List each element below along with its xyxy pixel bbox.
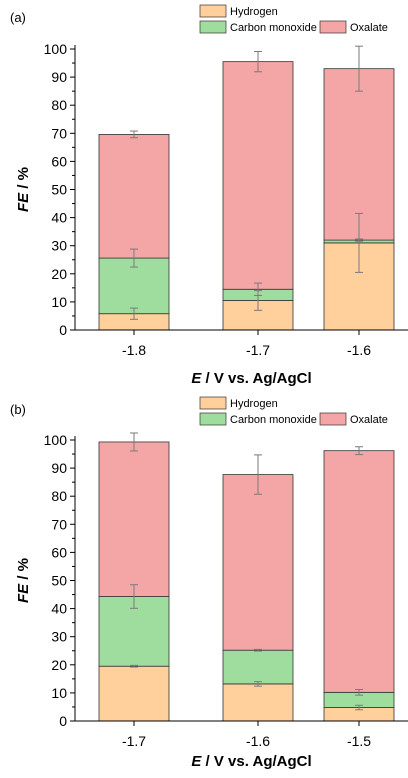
x-tick-label: -1.8 (122, 342, 146, 358)
bar-segment-hydrogen (98, 665, 170, 722)
y-tick-label: 40 (51, 601, 67, 617)
y-tick-label: 90 (51, 460, 67, 476)
y-tick-label: 60 (51, 153, 67, 169)
y-tick-label: 60 (51, 544, 67, 560)
y-tick-label: 90 (51, 69, 67, 85)
y-tick-label: 50 (51, 573, 67, 589)
y-tick-label: 20 (51, 266, 67, 282)
legend-swatch-oxalate (319, 20, 347, 34)
legend-label-oxalate: Oxalate (350, 414, 388, 426)
x-tick-label: -1.6 (246, 733, 270, 749)
legend-label-oxalate: Oxalate (350, 22, 388, 34)
legend-swatch-hydrogen (199, 4, 227, 18)
bar-segment-oxalate (98, 134, 170, 259)
bar-segment-hydrogen (222, 683, 294, 722)
x-axis-title-symbol: E (191, 753, 202, 770)
legend-swatch-hydrogen (199, 396, 227, 410)
y-tick-label: 10 (51, 294, 67, 310)
legend-label-carbon-monoxide: Carbon monoxide (230, 22, 317, 34)
legend-label-hydrogen: Hydrogen (230, 398, 278, 410)
bar-segment-oxalate (222, 61, 294, 290)
y-tick-label: 30 (51, 629, 67, 645)
y-axis-title-symbol: FE (15, 583, 32, 603)
y-tick-label: 30 (51, 238, 67, 254)
bar-segment-oxalate (222, 474, 294, 651)
y-tick-label: 70 (51, 516, 67, 532)
panel-label: (a) (10, 10, 26, 25)
legend-swatch-carbon-monoxide (199, 412, 227, 426)
x-tick-label: -1.5 (347, 733, 371, 749)
x-axis-title-unit: / V vs. Ag/AgCl (201, 370, 311, 387)
y-tick-label: 50 (51, 182, 67, 198)
chart-panel-b: (b) Hydrogen Carbon monoxide Oxalate -1.7 -1.… (10, 396, 408, 770)
y-tick-label: 10 (51, 685, 67, 701)
y-tick-label: 0 (59, 713, 67, 729)
bar-segment-oxalate (323, 68, 395, 241)
x-axis-title-unit: / V vs. Ag/AgCl (201, 753, 311, 770)
chart-panel-a: (a) Hydrogen Carbon monoxide Oxalate -1.8 -1.… (10, 4, 408, 387)
y-tick-label: 80 (51, 97, 67, 113)
legend-swatch-carbon-monoxide (199, 20, 227, 34)
legend-swatch-oxalate (319, 412, 347, 426)
y-axis-title: FE / % (15, 558, 32, 603)
y-tick-label: 100 (44, 432, 68, 448)
bar-segment-oxalate (323, 450, 395, 693)
y-tick-label: 100 (44, 41, 68, 57)
y-axis-title-unit: / % (15, 167, 32, 193)
y-axis-title-symbol: FE (15, 192, 32, 212)
y-tick-label: 70 (51, 125, 67, 141)
x-tick-label: -1.6 (347, 342, 371, 358)
bar-segment-carbon-monoxide (222, 649, 294, 685)
legend-label-carbon-monoxide: Carbon monoxide (230, 414, 317, 426)
y-tick-label: 80 (51, 488, 67, 504)
x-axis-title: E / V vs. Ag/AgCl (191, 370, 311, 387)
y-tick-label: 0 (59, 322, 67, 338)
y-tick-label: 40 (51, 210, 67, 226)
legend-label-hydrogen: Hydrogen (230, 6, 278, 18)
y-tick-label: 20 (51, 657, 67, 673)
x-axis-title-symbol: E (191, 370, 202, 387)
x-axis-title: E / V vs. Ag/AgCl (191, 753, 311, 770)
x-tick-label: -1.7 (122, 733, 146, 749)
bar-segment-oxalate (98, 441, 170, 597)
panel-label: (b) (10, 402, 26, 417)
y-axis-title: FE / % (15, 167, 32, 212)
y-axis-title-unit: / % (15, 558, 32, 584)
x-tick-label: -1.7 (246, 342, 270, 358)
